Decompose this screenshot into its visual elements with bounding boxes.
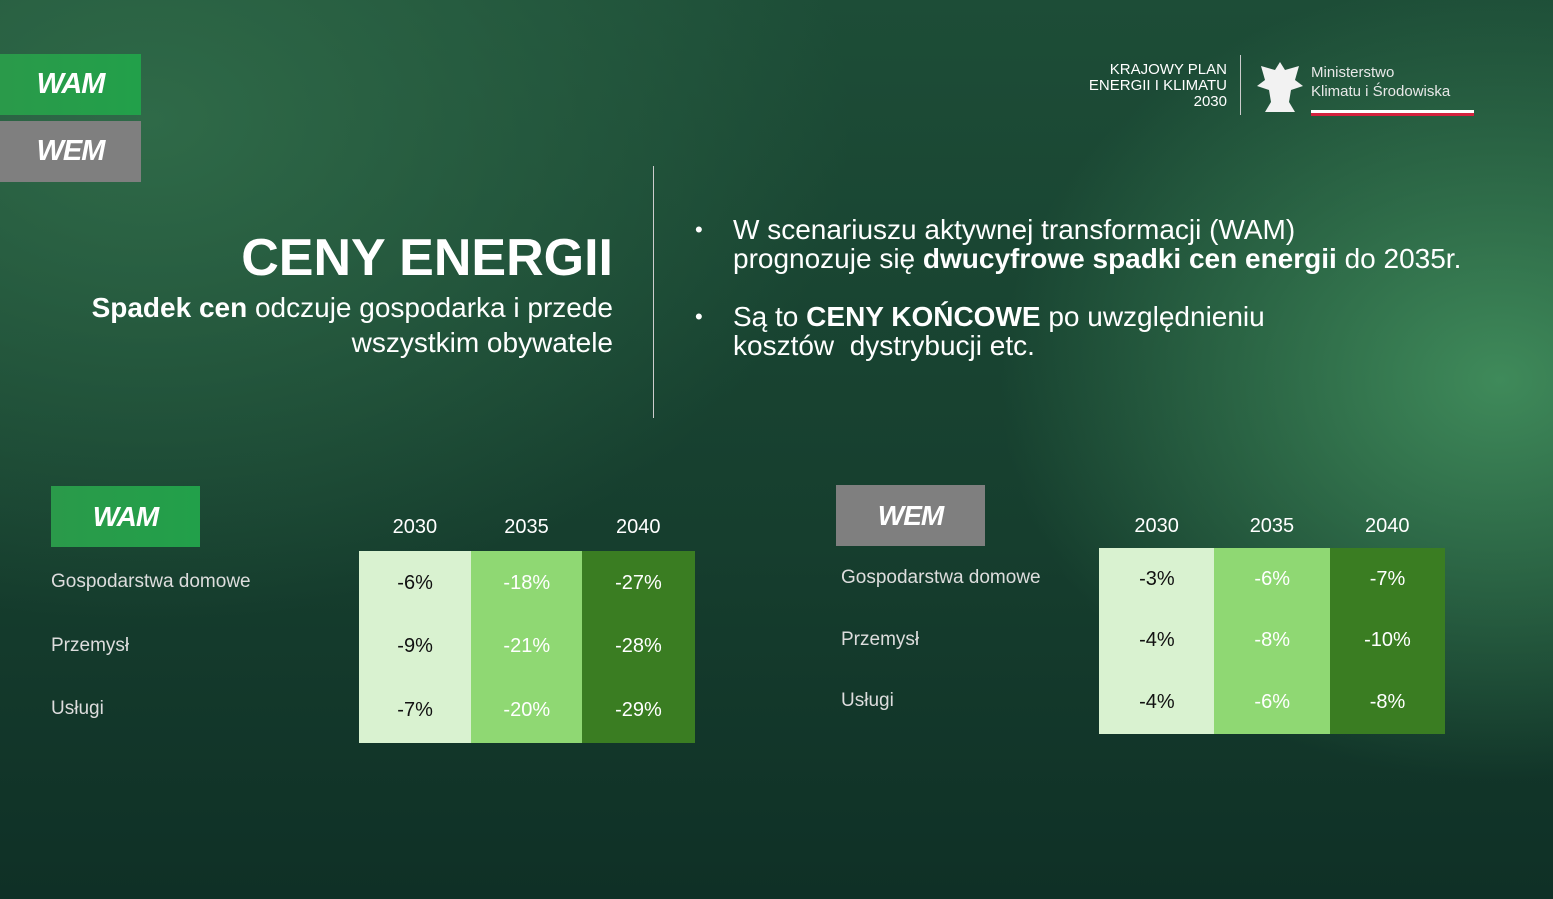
column-header: 2035 [504,516,549,538]
plan-line: 2030 [1193,93,1227,110]
text-run: prognozuje się [733,243,923,274]
row-label: Usługi [51,698,104,720]
column-header: 2040 [1364,515,1410,537]
cell: -20% [470,678,583,743]
cell: -29% [582,678,695,743]
tab-wam[interactable]: WAM [0,54,141,115]
text-run: odczuje gospodarka i przede [247,292,613,323]
text-line: Są to CENY KOŃCOWE po uwzględnieniu [733,302,1461,331]
tab-wem[interactable]: WEM [0,121,141,182]
ministry-line: Ministerstwo [1311,64,1395,81]
cell: -27% [582,551,695,616]
table-label: WEM [836,485,985,546]
bullet: W scenariuszu aktywnej transformacji (WA… [695,215,1461,273]
cell: -10% [1329,609,1446,672]
row-label: Gospodarstwa domowe [841,566,1041,588]
text-run: dwucyfrowe spadki cen energii [922,243,1337,274]
table-label: WAM [51,486,200,547]
cell: -6% [359,551,472,616]
cell: -18% [470,551,583,616]
cell: -4% [1099,609,1215,672]
text-line: kosztów dystrybucji etc. [733,331,1461,360]
column-header: 2030 [1134,515,1179,537]
cell: -28% [582,614,695,679]
cell: -7% [1329,548,1446,611]
ministry-logo: Ministerstwo Klimatu i Środowiska [1311,63,1450,101]
text-run: po uwzględnieniu [1040,301,1265,332]
bullets: W scenariuszu aktywnej transformacji (WA… [695,215,1461,389]
row-label: Przemysł [841,628,920,650]
cell: -9% [359,614,472,679]
divider [653,166,654,418]
cell: -4% [1099,671,1215,734]
text-run: CENY KOŃCOWE [806,301,1041,332]
row-label: Usługi [841,690,894,712]
column-header: 2030 [392,516,438,538]
plan-line: ENERGII I KLIMATU [1088,77,1227,94]
plan-logo: KRAJOWY PLAN ENERGII I KLIMATU 2030 [1089,62,1227,110]
row-label: Przemysł [51,634,130,656]
text-line: Spadek cen odczuje gospodarka i przede [92,290,613,325]
subtitle: Spadek cen odczuje gospodarka i przede ws… [92,290,613,360]
text-line: prognozuje się dwucyfrowe spadki cen ene… [733,244,1461,273]
row-label: Gospodarstwa domowe [51,570,251,592]
cell: -8% [1329,671,1446,734]
logo-divider [1240,55,1241,115]
cell: -6% [1214,671,1331,734]
flag-red [1311,113,1474,116]
eagle-icon [1257,62,1303,112]
text-run: kosztów dystrybucji etc. [733,330,1035,361]
text-run: do 2035r. [1336,243,1462,274]
bullet: Są to CENY KOŃCOWE po uwzględnieniukoszt… [695,302,1461,360]
flag-white [1311,110,1474,113]
title: CENY ENERGII [241,229,613,287]
text-line: W scenariuszu aktywnej transformacji (WA… [733,215,1461,244]
text-run: wszystkim obywatele [351,327,613,358]
text-run: Spadek cen [91,292,248,323]
text-run: W scenariuszu aktywnej transformacji (WA… [733,214,1296,245]
text-line: wszystkim obywatele [92,325,613,360]
cell: -21% [470,614,583,679]
cell: -8% [1214,609,1331,672]
column-header: 2035 [1249,515,1295,537]
text-run: Są to [733,301,807,332]
column-header: 2040 [615,516,661,538]
cell: -3% [1099,548,1215,611]
cell: -6% [1214,548,1331,611]
ministry-line: Klimatu i Środowiska [1311,83,1451,100]
plan-line: KRAJOWY PLAN [1109,61,1227,78]
cell: -7% [359,678,472,743]
